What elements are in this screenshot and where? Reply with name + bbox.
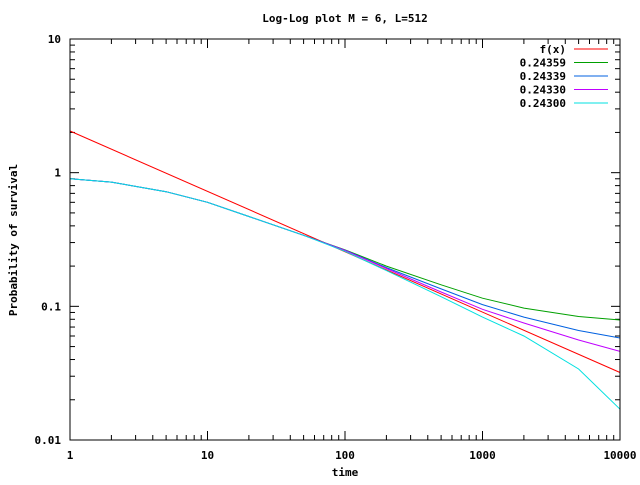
- series-line-0.24300: [69, 178, 621, 410]
- x-tick-label: 10000: [603, 449, 636, 462]
- legend-label: 0.24359: [520, 57, 566, 70]
- legend-label: 0.24330: [520, 84, 566, 97]
- legend-label: f(x): [540, 43, 567, 56]
- y-tick-label: 0.1: [41, 300, 61, 313]
- legend-label: 0.24300: [520, 97, 566, 110]
- legend-label: 0.24339: [520, 70, 566, 83]
- x-tick-label: 1000: [469, 449, 496, 462]
- x-tick-label: 100: [335, 449, 355, 462]
- plot-frame: [69, 38, 621, 441]
- x-tick-label: 10: [201, 449, 214, 462]
- y-tick-label: 1: [54, 167, 61, 180]
- chart-title: Log-Log plot M = 6, L=512: [262, 12, 428, 25]
- axis-ticks: 1 10 100 1000 10000 0.01 0.1 1 10: [35, 33, 637, 462]
- x-axis-label: time: [332, 466, 359, 479]
- x-tick-label: 1: [67, 449, 74, 462]
- y-tick-label: 0.01: [35, 434, 62, 447]
- y-axis-label: Probability of survival: [7, 164, 20, 316]
- series-lines: [69, 130, 621, 410]
- y-tick-label: 10: [48, 33, 61, 46]
